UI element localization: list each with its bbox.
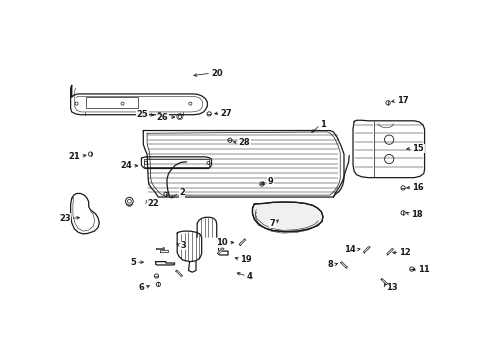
Polygon shape bbox=[363, 247, 369, 253]
Circle shape bbox=[88, 152, 93, 156]
Text: 9: 9 bbox=[267, 177, 273, 186]
Text: 14: 14 bbox=[344, 245, 355, 254]
Text: 2: 2 bbox=[179, 188, 184, 197]
Polygon shape bbox=[156, 248, 164, 249]
Circle shape bbox=[154, 274, 158, 278]
Circle shape bbox=[367, 246, 369, 248]
Circle shape bbox=[227, 138, 231, 142]
Polygon shape bbox=[176, 270, 182, 276]
Text: 27: 27 bbox=[220, 109, 232, 118]
Text: 7: 7 bbox=[269, 219, 275, 228]
Text: 20: 20 bbox=[211, 69, 222, 78]
Polygon shape bbox=[239, 239, 245, 246]
Polygon shape bbox=[252, 202, 322, 232]
Circle shape bbox=[244, 239, 245, 241]
Text: 26: 26 bbox=[157, 113, 168, 122]
Circle shape bbox=[206, 112, 211, 116]
Bar bbox=[85, 97, 138, 108]
Circle shape bbox=[163, 192, 168, 197]
Text: 10: 10 bbox=[216, 238, 227, 247]
Text: 13: 13 bbox=[386, 283, 397, 292]
Text: 3: 3 bbox=[181, 241, 186, 250]
Text: 5: 5 bbox=[130, 258, 136, 267]
Text: 21: 21 bbox=[68, 152, 80, 161]
Circle shape bbox=[400, 211, 405, 215]
Circle shape bbox=[385, 283, 387, 285]
Text: 28: 28 bbox=[238, 139, 250, 148]
Circle shape bbox=[400, 186, 405, 190]
Text: 12: 12 bbox=[399, 248, 410, 257]
Bar bbox=[144, 159, 209, 167]
Circle shape bbox=[156, 282, 160, 287]
Polygon shape bbox=[340, 262, 346, 268]
Polygon shape bbox=[386, 248, 392, 255]
Text: 11: 11 bbox=[417, 265, 429, 274]
Circle shape bbox=[166, 250, 168, 252]
Text: 8: 8 bbox=[327, 260, 333, 269]
Circle shape bbox=[390, 248, 392, 250]
Text: 25: 25 bbox=[136, 110, 148, 119]
Text: 15: 15 bbox=[412, 144, 424, 153]
Text: 4: 4 bbox=[246, 271, 252, 280]
Polygon shape bbox=[160, 250, 167, 252]
Circle shape bbox=[385, 101, 389, 105]
Circle shape bbox=[259, 182, 264, 186]
Text: 6: 6 bbox=[138, 283, 144, 292]
Text: 17: 17 bbox=[396, 96, 407, 105]
Text: 22: 22 bbox=[147, 199, 159, 208]
Circle shape bbox=[180, 275, 182, 277]
Text: 23: 23 bbox=[59, 214, 70, 223]
Circle shape bbox=[157, 113, 161, 117]
Text: 16: 16 bbox=[412, 183, 424, 192]
Text: 19: 19 bbox=[240, 255, 251, 264]
Circle shape bbox=[125, 197, 133, 205]
Polygon shape bbox=[380, 278, 387, 285]
Polygon shape bbox=[217, 248, 224, 255]
Text: 24: 24 bbox=[120, 161, 132, 170]
Circle shape bbox=[409, 267, 413, 271]
Text: 18: 18 bbox=[410, 210, 422, 219]
Text: 1: 1 bbox=[320, 121, 325, 130]
Circle shape bbox=[222, 248, 224, 249]
Circle shape bbox=[163, 247, 164, 249]
Circle shape bbox=[345, 266, 346, 268]
